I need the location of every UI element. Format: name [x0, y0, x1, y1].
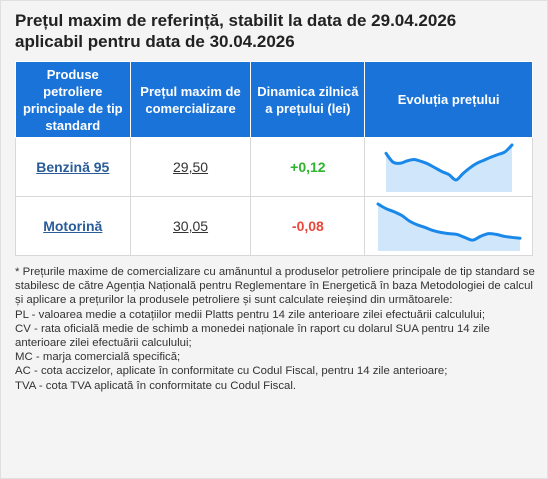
sparkline-motorina [376, 202, 522, 251]
product-link-motorina[interactable]: Motorină [43, 218, 103, 234]
footnote-cv: CV - rata oficială medie de schimb a mon… [15, 322, 490, 350]
prices-table: Produse petroliere principale de tip sta… [15, 61, 533, 256]
footnotes: * Prețurile maxime de comercializare cu … [15, 265, 535, 393]
change-cell: +0,12 [250, 137, 366, 197]
title-line-2: aplicabil pentru data de 30.04.2026 [15, 32, 295, 51]
sparkline-benzina [384, 143, 514, 192]
footnote-ac: AC - cota accizelor, aplicate în conform… [15, 365, 448, 378]
price-value-motorina: 30,05 [173, 218, 209, 234]
table-row-motorina: Motorină 30,05 -0,08 [15, 196, 533, 256]
product-cell: Motorină [15, 196, 131, 256]
price-value-benzina: 29,50 [173, 159, 209, 175]
price-cell: 30,05 [129, 196, 252, 256]
trend-cell [364, 137, 533, 197]
change-value-motorina: -0,08 [291, 218, 324, 234]
title-line-1: Prețul maxim de referință, stabilit la d… [15, 11, 457, 30]
header-daily-change: Dinamica zilnică a prețului (lei) [250, 61, 366, 138]
change-cell: -0,08 [250, 196, 366, 256]
footnote-pl: PL - valoarea medie a cotațiilor medii P… [15, 308, 485, 321]
table-header-row: Produse petroliere principale de tip sta… [15, 61, 533, 138]
header-price-evolution: Evoluția prețului [364, 61, 533, 138]
sparkline-line [384, 143, 514, 182]
product-cell: Benzină 95 [15, 137, 131, 197]
header-products: Produse petroliere principale de tip sta… [15, 61, 131, 138]
table-row-benzina: Benzină 95 29,50 +0,12 [15, 137, 533, 197]
trend-cell [364, 196, 533, 256]
header-max-price: Prețul maxim de comercializare [129, 61, 252, 138]
sparkline-line [376, 202, 522, 242]
change-value-benzina: +0,12 [290, 159, 326, 175]
price-cell: 29,50 [129, 137, 252, 197]
sparkline-area [385, 145, 512, 192]
product-link-benzina[interactable]: Benzină 95 [36, 159, 110, 175]
sparkline-area [377, 204, 520, 251]
footnote-intro: * Prețurile maxime de comercializare cu … [15, 266, 535, 307]
footnote-mc: MC - marja comercială specifică; [15, 351, 181, 364]
page-title: Prețul maxim de referință, stabilit la d… [15, 10, 535, 52]
footnote-tva: TVA - cota TVA aplicată în conformitate … [15, 379, 297, 392]
